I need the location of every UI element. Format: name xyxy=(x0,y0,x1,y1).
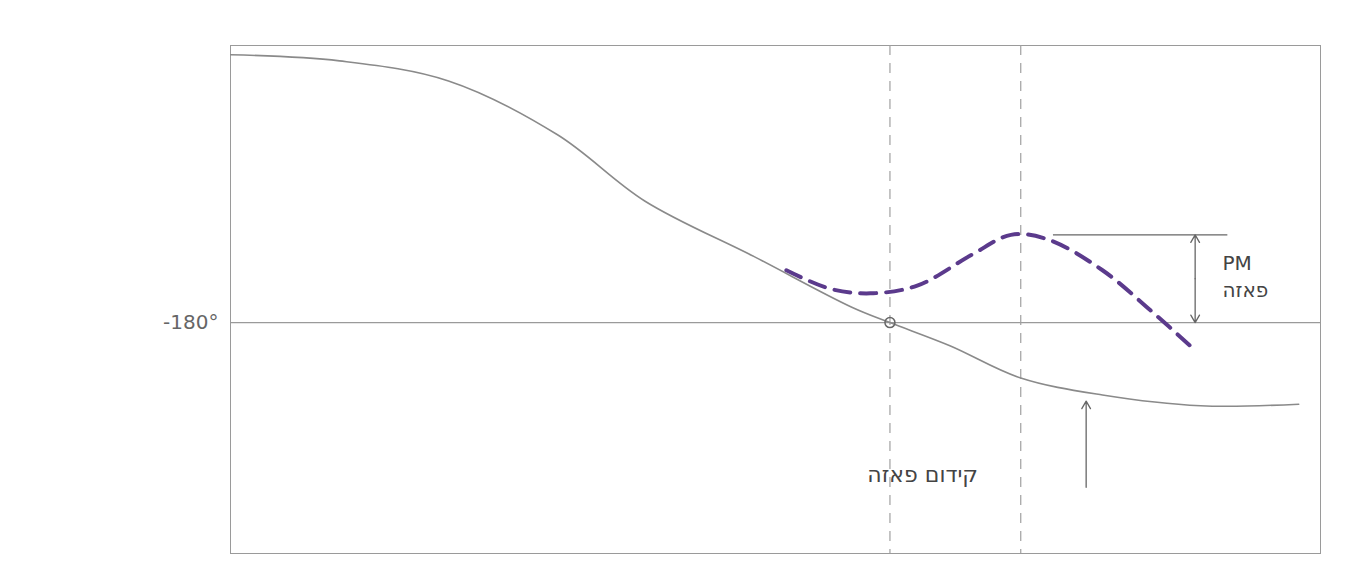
svg-text:פאזה: פאזה xyxy=(1222,278,1268,302)
svg-text:קידום פאזה: קידום פאזה xyxy=(867,462,978,487)
svg-text:PM: PM xyxy=(1222,251,1251,275)
svg-text:-180°: -180° xyxy=(163,310,218,334)
